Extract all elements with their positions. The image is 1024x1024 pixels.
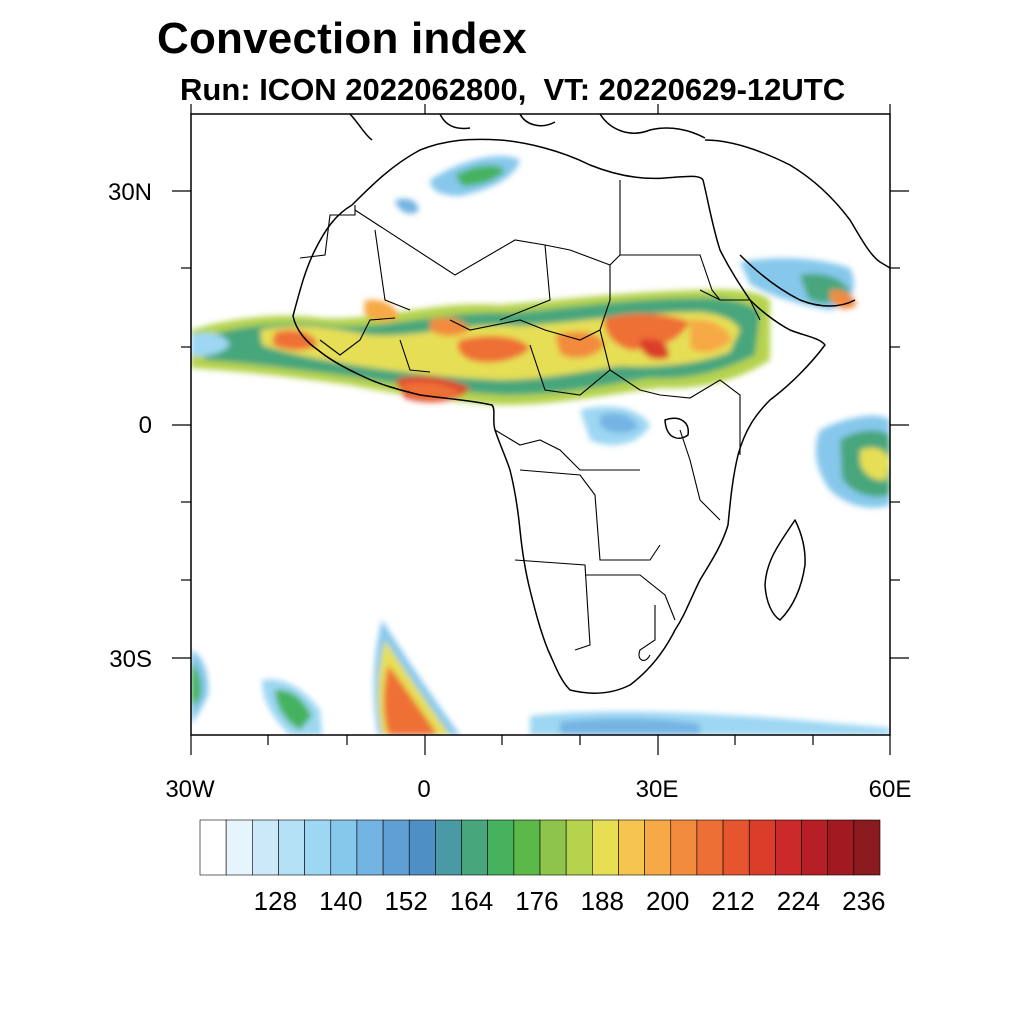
colorbar-box (592, 819, 619, 876)
colorbar-box (487, 819, 515, 876)
axis-ticks (172, 104, 909, 755)
lake-victoria (664, 417, 689, 439)
colorbar-box (225, 819, 253, 876)
colorbar-label: 164 (449, 886, 494, 916)
colorbar-box (382, 819, 410, 876)
colorbar-box (853, 819, 881, 876)
colorbar-box (539, 819, 567, 876)
madagascar-coastline (764, 519, 806, 621)
colorbar-box (748, 819, 776, 876)
colorbar-box (278, 819, 305, 876)
indian-ocean-convection (815, 415, 890, 508)
colorbar-label: 152 (384, 886, 428, 916)
lon-label-0: 0 (417, 776, 431, 803)
plot-frame (190, 113, 891, 736)
colorbar-box (408, 819, 436, 876)
europe-coastline (349, 114, 706, 141)
colorbar-label: 188 (580, 886, 624, 916)
africa-coastline (292, 138, 826, 695)
colorbar-label: 212 (711, 886, 755, 916)
lat-label-30n: 30N (107, 179, 152, 206)
sahel-convection-band (191, 289, 770, 405)
congo-convection (580, 406, 650, 445)
colorbar-box (722, 819, 750, 876)
colorbar-box (670, 819, 698, 876)
colorbar-label: 224 (776, 886, 821, 916)
colorbar-box (304, 819, 332, 876)
south-atlantic-convection (191, 620, 460, 735)
colorbar-label: 128 (253, 886, 298, 916)
lon-label-30w: 30W (165, 776, 215, 803)
colorbar-label: 200 (645, 886, 690, 916)
north-africa-convection (395, 156, 520, 214)
lat-label-0: 0 (138, 412, 152, 439)
southern-ocean-convection (530, 711, 890, 735)
coastlines (292, 114, 890, 695)
colorbar-box (775, 819, 802, 876)
colorbar-label: 236 (842, 886, 886, 916)
colorbar-box (199, 819, 227, 876)
convection-field (191, 156, 890, 735)
arabia-coastline (704, 139, 890, 307)
colorbar-box (827, 819, 855, 876)
colorbar-box (435, 819, 462, 876)
map-subtitle: Run: ICON 2022062800, VT: 20220629-12UTC (180, 72, 846, 107)
lon-label-30e: 30E (635, 776, 679, 803)
arabia-convection (740, 258, 856, 310)
lon-label-60e: 60E (868, 776, 912, 803)
colorbar-box (565, 819, 593, 876)
colorbar-box (330, 819, 358, 876)
colorbar-label: 140 (319, 886, 363, 916)
colorbar-box (801, 819, 828, 876)
colorbar-box (618, 819, 645, 876)
colorbar-box (356, 819, 384, 876)
colorbar (199, 819, 881, 876)
map-title: Convection index (157, 14, 527, 63)
country-borders (299, 180, 761, 661)
lat-label-30s: 30S (109, 646, 152, 673)
colorbar-box (461, 819, 488, 876)
colorbar-box (644, 819, 672, 876)
colorbar-box (513, 819, 541, 876)
colorbar-box (252, 819, 279, 876)
colorbar-label: 176 (515, 886, 559, 916)
colorbar-box (696, 819, 724, 876)
